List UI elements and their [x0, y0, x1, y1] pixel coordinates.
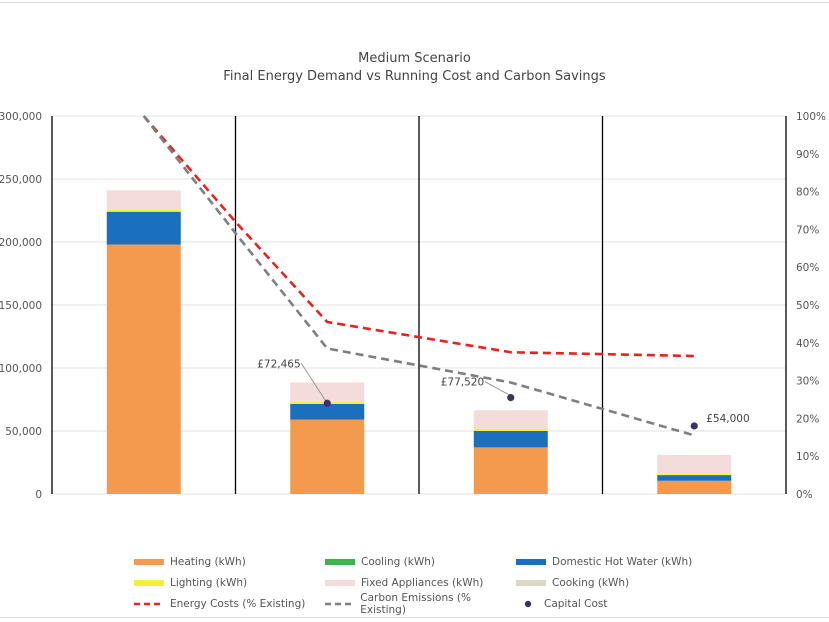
data-label: £77,520	[441, 377, 484, 389]
bar-segment	[290, 382, 365, 403]
y-tick-label: 50,000	[5, 426, 42, 438]
y-tick-label: 100,000	[0, 363, 42, 375]
legend-swatch-capital-cost	[524, 600, 532, 607]
legend-swatch-dhw	[516, 558, 546, 565]
chart-svg: 0 50,000 100,000 150,000 200,000 250,000 300,0…	[0, 111, 826, 501]
data-label: £72,465	[257, 358, 300, 370]
y-tick-label: 250,000	[0, 174, 42, 186]
bar-segment	[473, 410, 548, 430]
legend-item-cooling: Cooling (kWh)	[325, 556, 516, 568]
legend-row: Lighting (kWh) Fixed Appliances (kWh) Co…	[134, 572, 734, 593]
legend-item-fixed-appliances: Fixed Appliances (kWh)	[325, 577, 516, 589]
legend-label-capital-cost: Capital Cost	[544, 597, 608, 610]
bottom-border	[0, 617, 829, 618]
legend-swatch-carbon-emissions	[325, 602, 355, 605]
y2-tick-label: 0%	[796, 489, 813, 501]
y2-tick-label: 70%	[796, 224, 819, 236]
bar-segment	[473, 431, 548, 448]
legend: Heating (kWh) Cooling (kWh) Domestic Hot…	[134, 551, 734, 616]
y2-tick-label: 20%	[796, 413, 819, 425]
capital-cost-point	[690, 422, 698, 430]
y-tick-label: 0	[35, 489, 42, 501]
legend-label-energy-costs: Energy Costs (% Existing)	[170, 597, 306, 610]
legend-label-fixed-appliances: Fixed Appliances (kWh)	[361, 576, 484, 589]
bar-segment	[290, 403, 365, 420]
legend-swatch-energy-costs	[134, 602, 164, 605]
legend-label-cooling: Cooling (kWh)	[361, 555, 435, 568]
data-label: £54,000	[706, 413, 749, 425]
bar-segment	[657, 454, 732, 474]
legend-row: Heating (kWh) Cooling (kWh) Domestic Hot…	[134, 551, 734, 572]
legend-item-heating: Heating (kWh)	[134, 556, 325, 568]
capital-cost-point	[323, 399, 331, 407]
bar-segment	[106, 209, 181, 212]
capital-cost-point	[507, 394, 515, 402]
bar-segment	[106, 244, 181, 494]
y-tick-label: 150,000	[0, 300, 42, 312]
y2-tick-label: 30%	[796, 376, 819, 388]
series-line	[142, 115, 695, 358]
top-border	[0, 2, 829, 3]
legend-label-carbon-emissions: Carbon Emissions (% Existing)	[360, 591, 471, 616]
legend-item-carbon-emissions: Carbon Emissions (% Existing)	[325, 592, 516, 616]
legend-item-energy-costs: Energy Costs (% Existing)	[134, 598, 325, 610]
y2-tick-label: 10%	[796, 451, 819, 463]
legend-swatch-heating	[134, 558, 164, 565]
legend-swatch-cooking	[516, 579, 546, 586]
y-tick-label: 200,000	[0, 237, 42, 249]
bar-segment	[657, 480, 732, 494]
bar-segment	[106, 211, 181, 245]
y-tick-label: 300,000	[0, 111, 42, 123]
chart-subtitle: Final Energy Demand vs Running Cost and …	[223, 69, 606, 84]
bar-segment	[473, 429, 548, 431]
bar-segment	[290, 419, 365, 494]
legend-item-cooking: Cooking (kWh)	[516, 577, 726, 589]
legend-label-heating: Heating (kWh)	[170, 555, 246, 568]
legend-label-cooking: Cooking (kWh)	[552, 576, 630, 589]
y2-tick-label: 60%	[796, 262, 819, 274]
legend-swatch-lighting	[134, 579, 164, 586]
y2-tick-label: 90%	[796, 149, 819, 161]
y2-tick-label: 40%	[796, 338, 819, 350]
legend-swatch-fixed-appliances	[325, 579, 355, 586]
legend-item-capital-cost: Capital Cost	[516, 598, 726, 610]
bar-segment	[106, 190, 181, 210]
legend-row: Energy Costs (% Existing) Carbon Emissio…	[134, 592, 734, 616]
legend-label-lighting: Lighting (kWh)	[170, 576, 248, 589]
y2-tick-label: 80%	[796, 187, 819, 199]
y2-tick-label: 50%	[796, 300, 819, 312]
legend-item-dhw: Domestic Hot Water (kWh)	[516, 556, 726, 568]
data-label-leader	[484, 381, 509, 395]
legend-label-dhw: Domestic Hot Water (kWh)	[552, 555, 693, 568]
chart-title-block: Medium Scenario Final Energy Demand vs R…	[0, 50, 829, 86]
legend-item-lighting: Lighting (kWh)	[134, 577, 325, 589]
y2-tick-label: 100%	[796, 111, 826, 123]
bar-segment	[473, 447, 548, 494]
chart-title: Medium Scenario	[358, 51, 471, 66]
data-label-leader	[300, 363, 326, 401]
bar-segment	[657, 473, 732, 476]
series-line	[142, 115, 695, 437]
legend-swatch-cooling	[325, 558, 355, 565]
bar-segment	[657, 475, 732, 481]
